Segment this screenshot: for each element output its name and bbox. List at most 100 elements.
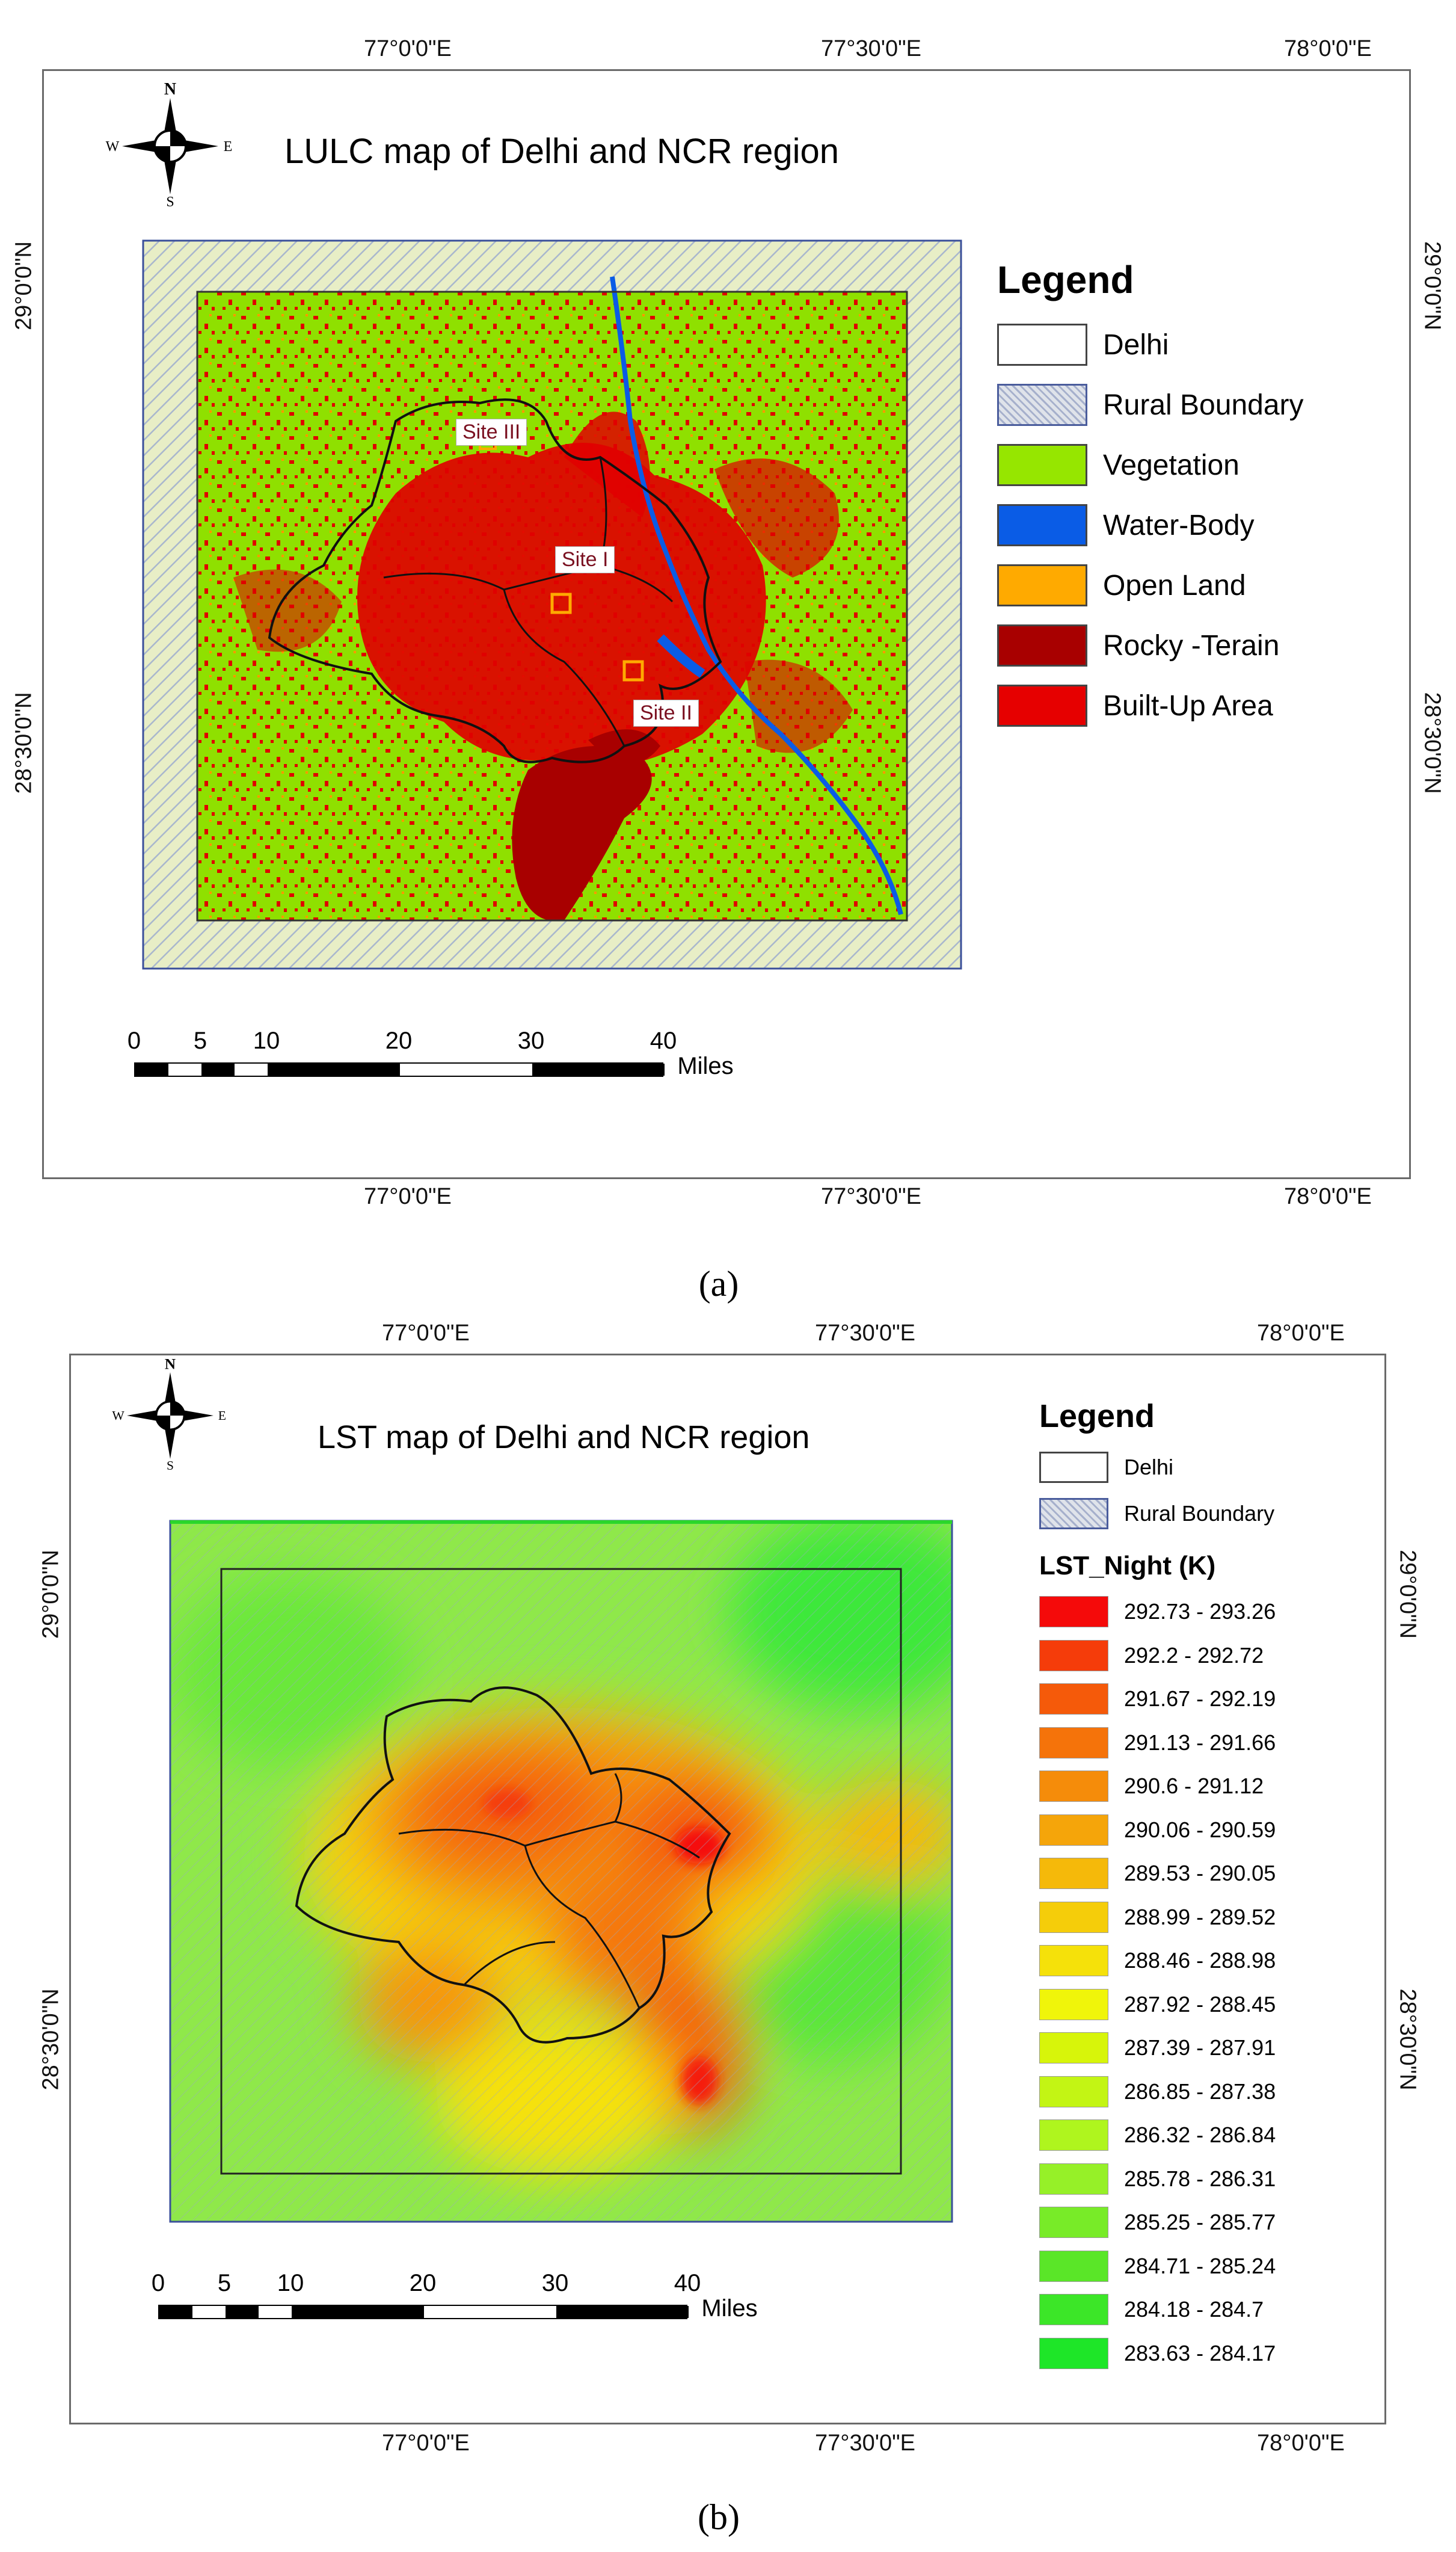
compass-n: N (165, 1357, 176, 1373)
legend-swatch (1039, 1771, 1108, 1802)
lat-label: 29°0'0"N (38, 1550, 64, 1639)
legend-item: 286.85 - 287.38 (1039, 2076, 1276, 2107)
legend-label: Delhi (1124, 1455, 1174, 1479)
legend-swatch (1039, 1945, 1108, 1976)
legend-item: 288.99 - 289.52 (1039, 1901, 1276, 1933)
legend-swatch (1039, 1814, 1108, 1846)
legend-item: Open Land (997, 564, 1246, 606)
legend-item: Delhi (1039, 1452, 1173, 1483)
legend-swatch (1039, 2119, 1108, 2151)
legend-item: 291.13 - 291.66 (1039, 1727, 1276, 1758)
legend-item: Built-Up Area (997, 685, 1273, 727)
legend-label: 285.78 - 286.31 (1124, 2166, 1276, 2191)
legend-label: 286.85 - 287.38 (1124, 2079, 1276, 2104)
lst-legend-title: LST_Night (K) (1039, 1551, 1216, 1580)
legend-label: 287.39 - 287.91 (1124, 2035, 1276, 2060)
legend-title: Legend (997, 258, 1134, 301)
legend-label: Delhi (1103, 328, 1169, 361)
legend-item: 290.06 - 290.59 (1039, 1814, 1276, 1846)
lon-label: 77°30'0"E (821, 36, 921, 61)
legend-swatch (997, 685, 1087, 727)
legend-label: 284.71 - 285.24 (1124, 2253, 1276, 2278)
legend-item: 284.18 - 284.7 (1039, 2294, 1264, 2325)
legend-item: 291.67 - 292.19 (1039, 1683, 1276, 1715)
legend-label: 288.46 - 288.98 (1124, 1948, 1276, 1973)
scale-tick-label: 20 (409, 2270, 437, 2296)
site-label: Site III (456, 419, 527, 446)
compass-e: E (224, 139, 233, 155)
legend-swatch (1039, 2250, 1108, 2282)
legend-item: Rocky -Terain (997, 624, 1279, 667)
legend-label: Open Land (1103, 569, 1246, 602)
map-title: LST map of Delhi and NCR region (318, 1419, 810, 1455)
legend-swatch (1039, 2337, 1108, 2369)
scale-tick-label: 20 (385, 1028, 413, 1054)
scale-tick-label: 5 (193, 1028, 207, 1054)
lst-map-panel: N S E W LST map of Delhi and NCR region (69, 1354, 1386, 2424)
scale-tick-label: 40 (650, 1028, 677, 1054)
legend-item: 285.25 - 285.77 (1039, 2207, 1276, 2238)
legend-swatch (1039, 2163, 1108, 2195)
legend-item: 287.39 - 287.91 (1039, 2032, 1276, 2063)
lat-label: 28°30'0"N (38, 1988, 64, 2091)
lulc-map-image (142, 239, 962, 970)
legend-label: 283.63 - 284.17 (1124, 2340, 1276, 2366)
scale-bar: 0 5 10 20 30 40 Miles (152, 2270, 820, 2342)
lat-label: 29°0'0"N (1395, 1550, 1421, 1639)
lon-label: 77°0'0"E (382, 2430, 470, 2456)
legend-item: Rural Boundary (1039, 1498, 1274, 1529)
compass-w: W (112, 1408, 124, 1423)
legend-swatch (1039, 2207, 1108, 2238)
legend-swatch (1039, 1988, 1108, 2020)
scale-unit-label: Miles (701, 2295, 758, 2322)
legend-label: 292.2 - 292.72 (1124, 1642, 1264, 1668)
legend-item: 283.63 - 284.17 (1039, 2337, 1276, 2369)
legend-label: 288.99 - 289.52 (1124, 1904, 1276, 1929)
legend-item: 285.78 - 286.31 (1039, 2163, 1276, 2195)
lon-label: 78°0'0"E (1257, 2430, 1345, 2456)
lat-label: 28°30'0"N (11, 692, 37, 794)
lon-label: 78°0'0"E (1284, 1184, 1372, 1209)
legend-item: 287.92 - 288.45 (1039, 1988, 1276, 2020)
scale-tick-label: 0 (127, 1028, 141, 1054)
lulc-map-panel: N S E W LULC map of Delhi and NCR region… (42, 69, 1411, 1179)
legend-item: Delhi (997, 324, 1169, 366)
legend-label: 286.32 - 286.84 (1124, 2122, 1276, 2147)
legend-item: 292.2 - 292.72 (1039, 1639, 1264, 1671)
legend-swatch (1039, 1858, 1108, 1889)
figure-caption-a: (a) (698, 1264, 739, 1304)
legend-label: Rocky -Terain (1103, 629, 1280, 662)
map-title: LULC map of Delhi and NCR region (284, 132, 839, 171)
legend-item: Water-Body (997, 504, 1255, 546)
scale-bar-graphic (134, 1062, 665, 1077)
legend-swatch (1039, 1683, 1108, 1715)
legend-swatch (997, 564, 1087, 606)
scale-tick-label: 30 (541, 2270, 569, 2296)
lst-map-image (169, 1520, 953, 2223)
legend-swatch (1039, 1498, 1108, 1529)
lat-label: 29°0'0"N (11, 241, 37, 330)
compass-s: S (166, 194, 174, 210)
lon-label: 77°30'0"E (815, 2430, 915, 2456)
legend-item: 284.71 - 285.24 (1039, 2250, 1276, 2282)
scale-tick-label: 0 (151, 2270, 165, 2296)
legend-label: 287.92 - 288.45 (1124, 1991, 1276, 2017)
legend-swatch (1039, 1901, 1108, 1933)
legend-label: 291.13 - 291.66 (1124, 1730, 1276, 1755)
scale-bar: 0 5 10 20 30 40 Miles (127, 1028, 796, 1100)
scale-tick-label: 40 (674, 2270, 701, 2296)
legend-swatch (997, 504, 1087, 546)
lat-label: 28°30'0"N (1419, 692, 1445, 794)
scale-bar-graphic (158, 2305, 689, 2319)
compass-e: E (218, 1408, 226, 1423)
legend-swatch (1039, 2294, 1108, 2325)
lat-label: 29°0'0"N (1419, 241, 1445, 330)
lon-label: 77°0'0"E (364, 36, 452, 61)
legend-label: Rural Boundary (1124, 1501, 1275, 1526)
legend-swatch (997, 324, 1087, 366)
legend-label: Built-Up Area (1103, 689, 1273, 722)
legend-item: Vegetation (997, 444, 1239, 486)
lon-label: 77°30'0"E (815, 1321, 915, 1346)
legend-label: Vegetation (1103, 449, 1239, 481)
legend-label: 285.25 - 285.77 (1124, 2210, 1276, 2234)
